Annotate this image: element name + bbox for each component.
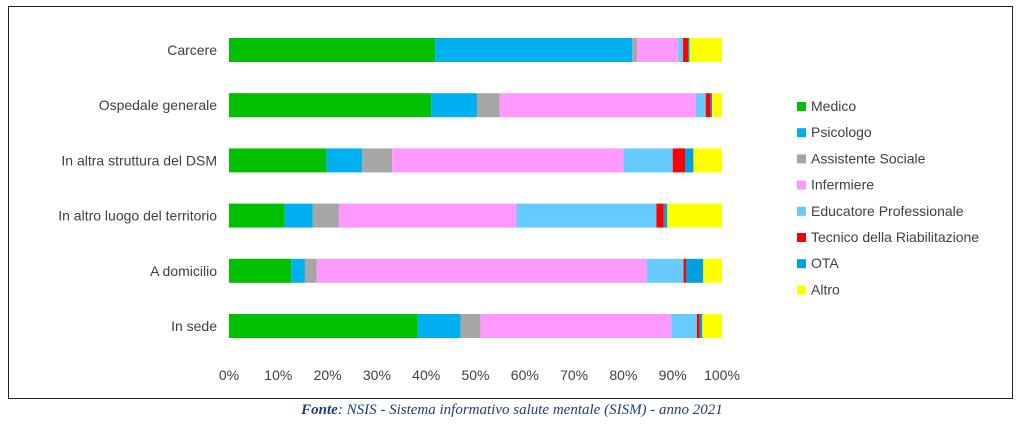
bar-segment bbox=[705, 93, 711, 118]
bar-segment bbox=[632, 38, 638, 62]
bar-segment bbox=[304, 258, 317, 283]
bar-segment bbox=[338, 203, 517, 228]
bars-layer bbox=[229, 38, 722, 338]
x-tick-label: 100% bbox=[704, 367, 740, 383]
bar-segment bbox=[312, 203, 339, 228]
bar-segment bbox=[696, 314, 700, 338]
bar-segment bbox=[683, 38, 688, 62]
legend-entry: Assistente Sociale bbox=[811, 150, 926, 166]
legend-swatch bbox=[797, 180, 806, 190]
x-tick-label: 80% bbox=[609, 367, 637, 383]
legend-swatch bbox=[797, 128, 806, 138]
bar-segment bbox=[392, 148, 624, 173]
x-axis-ticks: 0% 10% 20% 30% 40% 50% 60% 70% 80% 90% 100% bbox=[219, 367, 740, 383]
x-tick-label: 10% bbox=[264, 367, 292, 383]
bar-segment bbox=[435, 38, 633, 62]
x-tick-label: 60% bbox=[511, 367, 539, 383]
x-tick-label: 0% bbox=[219, 367, 239, 383]
bar-segment bbox=[678, 38, 684, 62]
bar-segment bbox=[291, 258, 305, 283]
bar-segment bbox=[695, 93, 706, 118]
bar-segment bbox=[284, 203, 313, 228]
legend-swatch bbox=[797, 285, 806, 295]
bar-segment bbox=[703, 258, 722, 283]
legend-entry: Altro bbox=[811, 281, 840, 297]
bar-segment bbox=[710, 93, 713, 118]
bar-segment bbox=[460, 314, 481, 338]
x-tick-label: 30% bbox=[363, 367, 391, 383]
category-label: In altro luogo del territorio bbox=[58, 208, 217, 224]
bar-segment bbox=[656, 203, 664, 228]
category-label: In altra struttura del DSM bbox=[61, 152, 217, 168]
x-tick-label: 20% bbox=[314, 367, 342, 383]
bar-segment bbox=[431, 93, 477, 118]
legend-swatch bbox=[797, 206, 806, 216]
category-label: In sede bbox=[171, 318, 217, 334]
bar-segment bbox=[667, 203, 722, 228]
bar-segment bbox=[229, 148, 327, 173]
legend-swatch bbox=[797, 102, 806, 111]
bar-segment bbox=[647, 258, 684, 283]
bar-segment bbox=[663, 203, 668, 228]
source-caption: Fonte: NSIS - Sistema informativo salute… bbox=[0, 402, 1024, 419]
bar-segment bbox=[229, 203, 285, 228]
chart-frame: Carcere Ospedale generale In altra struttu… bbox=[8, 6, 1013, 399]
bar-segment bbox=[229, 314, 418, 338]
x-tick-label: 70% bbox=[560, 367, 588, 383]
bar-segment bbox=[699, 314, 703, 338]
legend-swatch bbox=[797, 233, 806, 242]
bar-segment bbox=[476, 93, 500, 118]
bar-segment bbox=[316, 258, 648, 283]
stacked-bar-chart: Carcere Ospedale generale In altra struttu… bbox=[58, 38, 979, 383]
category-labels: Carcere Ospedale generale In altra struttu… bbox=[58, 42, 217, 334]
bar-segment bbox=[686, 258, 704, 283]
legend: Medico Psicologo Assistente Sociale Infermi… bbox=[797, 98, 979, 297]
bar-segment bbox=[480, 314, 672, 338]
legend-entry: Psicologo bbox=[811, 124, 872, 140]
bar-segment bbox=[672, 148, 686, 173]
x-tick-label: 50% bbox=[461, 367, 489, 383]
legend-entry: Medico bbox=[811, 98, 856, 114]
caption-label: Fonte bbox=[301, 402, 338, 418]
bar-segment bbox=[417, 314, 461, 338]
x-tick-label: 90% bbox=[659, 367, 687, 383]
legend-entry: Educatore Professionale bbox=[811, 203, 964, 219]
category-label: A domicilio bbox=[150, 263, 217, 279]
bar-segment bbox=[623, 148, 673, 173]
x-tick-label: 40% bbox=[412, 367, 440, 383]
bar-segment bbox=[687, 38, 690, 62]
bar-segment bbox=[671, 314, 697, 338]
bar-segment bbox=[712, 93, 722, 118]
bar-segment bbox=[637, 38, 679, 62]
bar-segment bbox=[229, 258, 292, 283]
legend-entry: OTA bbox=[811, 255, 839, 271]
legend-swatch bbox=[797, 259, 806, 269]
bar-segment bbox=[693, 148, 722, 173]
category-label: Carcere bbox=[167, 42, 217, 58]
bar-segment bbox=[516, 203, 657, 228]
legend-swatch bbox=[797, 154, 806, 164]
caption-text: : NSIS - Sistema informativo salute ment… bbox=[337, 402, 723, 418]
bar-segment bbox=[229, 38, 436, 62]
legend-entry: Tecnico della Riabilitazione bbox=[811, 229, 979, 245]
bar-segment bbox=[362, 148, 393, 173]
bar-segment bbox=[326, 148, 363, 173]
bar-segment bbox=[499, 93, 696, 118]
category-label: Ospedale generale bbox=[99, 97, 218, 113]
bar-segment bbox=[702, 314, 722, 338]
bar-segment bbox=[689, 38, 722, 62]
legend-entry: Infermiere bbox=[811, 177, 874, 193]
bar-segment bbox=[229, 93, 432, 118]
bar-segment bbox=[683, 258, 687, 283]
bar-segment bbox=[685, 148, 694, 173]
